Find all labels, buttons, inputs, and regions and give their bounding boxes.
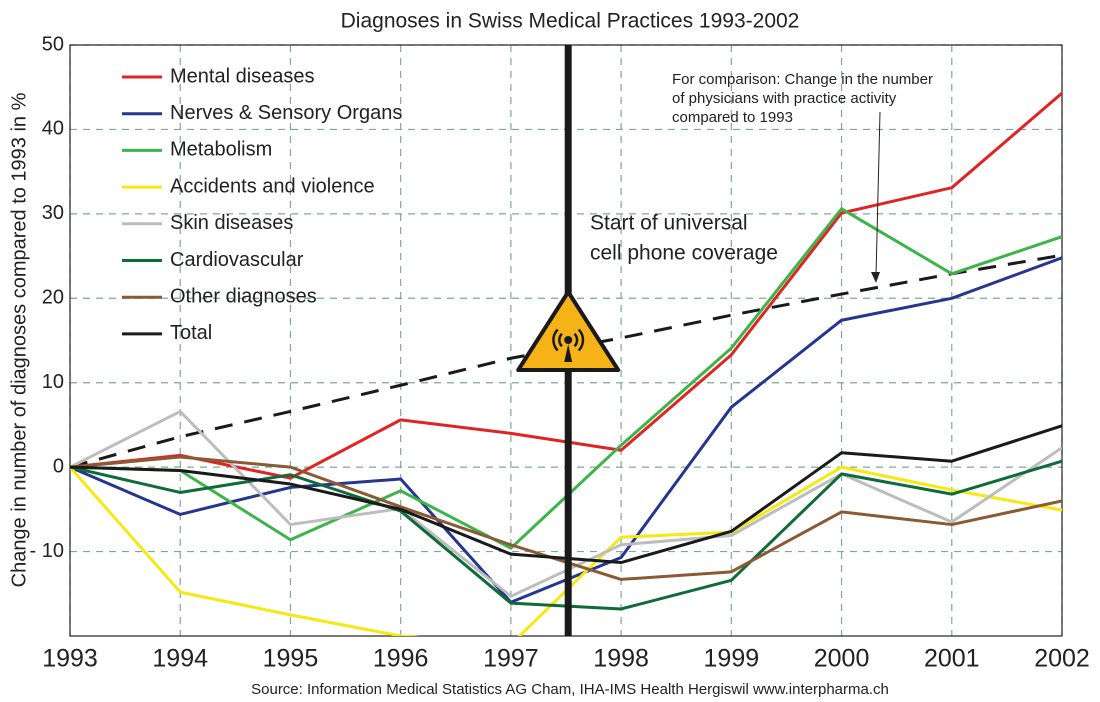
legend-label: Total bbox=[170, 322, 212, 344]
source: Source: Information Medical Statistics A… bbox=[251, 681, 889, 698]
y-tick-label: 50 bbox=[42, 33, 64, 55]
x-tick-label: 1995 bbox=[263, 645, 319, 673]
x-tick-label: 1996 bbox=[373, 645, 429, 673]
legend-label: Mental diseases bbox=[170, 65, 315, 87]
event-label: cell phone coverage bbox=[590, 242, 778, 265]
note-arrow bbox=[875, 111, 881, 277]
legend-label: Nerves & Sensory Organs bbox=[170, 102, 402, 124]
y-tick-label: 30 bbox=[42, 202, 64, 224]
x-tick-label: 2001 bbox=[924, 645, 980, 673]
overlay: Start of universal cell phone coverage For… bbox=[122, 45, 933, 636]
legend-label: Metabolism bbox=[170, 139, 272, 161]
antenna bbox=[564, 344, 573, 362]
x-tick-label: 1998 bbox=[593, 645, 649, 673]
legend-label: Other diagnoses bbox=[170, 285, 317, 307]
x-tick-label: 2002 bbox=[1034, 645, 1090, 673]
x-tick-label: 2000 bbox=[814, 645, 870, 673]
x-tick-label: 1993 bbox=[42, 645, 98, 673]
y-tick-label: - 10 bbox=[30, 540, 64, 562]
warning-triangle bbox=[516, 290, 621, 372]
wave bbox=[558, 332, 579, 348]
legend-label: Cardiovascular bbox=[170, 249, 304, 271]
legend-label: Skin diseases bbox=[170, 212, 293, 234]
antenna-dot bbox=[564, 336, 573, 344]
chart-title: Diagnoses in Swiss Medical Practices 199… bbox=[341, 10, 800, 33]
y-axis-label: Change in number of diagnoses compared t… bbox=[8, 92, 30, 587]
event-label: Start of universal bbox=[590, 212, 748, 235]
wave bbox=[552, 328, 585, 352]
note-arrowhead bbox=[871, 272, 880, 283]
legend-label: Accidents and violence bbox=[170, 175, 375, 197]
comparison-note: compared to 1993 bbox=[672, 109, 793, 126]
y-tick-label: 0 bbox=[53, 455, 64, 477]
x-tick-label: 1997 bbox=[483, 645, 539, 673]
y-tick-label: 20 bbox=[42, 287, 64, 309]
comparison-note: of physicians with practice activity bbox=[672, 90, 897, 107]
x-tick-label: 1994 bbox=[152, 645, 208, 673]
y-tick-label: 10 bbox=[42, 371, 64, 393]
comparison-note: For comparison: Change in the number bbox=[672, 71, 933, 88]
x-tick-label: 1999 bbox=[704, 645, 760, 673]
y-tick-label: 40 bbox=[42, 118, 64, 140]
warning-icon bbox=[516, 290, 621, 372]
